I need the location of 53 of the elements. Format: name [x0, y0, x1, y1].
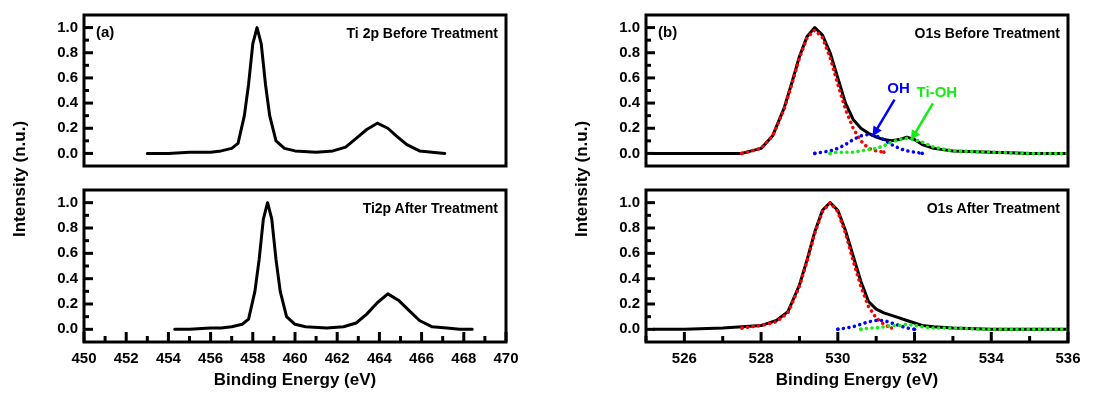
y-tick-label: 0.0 [619, 319, 640, 337]
y-tick-label: 0.6 [57, 243, 78, 261]
x-tick-label: 526 [671, 349, 697, 367]
y-tick-label: 0.0 [619, 143, 640, 161]
y-axis-title: Intensity (n.u.) [572, 120, 592, 237]
x-tick-label: 530 [825, 349, 851, 367]
y-tick-label: 0.8 [57, 42, 78, 60]
y-tick-label: 0.6 [619, 243, 640, 261]
x-axis-title: Binding Energy (eV) [213, 370, 377, 390]
y-tick-label: 1.0 [619, 17, 640, 35]
x-tick-label: 462 [324, 349, 350, 367]
y-tick-label: 0.6 [619, 68, 640, 86]
y-tick-label: 1.0 [619, 192, 640, 210]
x-tick-label: 456 [198, 349, 224, 367]
y-tick-label: 0.4 [57, 93, 79, 111]
x-tick-label: 534 [978, 349, 1005, 367]
y-tick-label: 0.0 [57, 143, 78, 161]
text: Ti2p After Treatment [362, 199, 499, 216]
text: Ti 2p Before Treatment [346, 24, 499, 41]
annotation: (b) [658, 22, 678, 40]
y-axis-title: Intensity (n.u.) [10, 120, 30, 237]
text: Ti-OH [916, 82, 958, 100]
y-tick-label: 1.0 [57, 192, 78, 210]
x-tick-label: 532 [902, 349, 928, 367]
x-axis-title: Binding Energy (eV) [775, 370, 939, 390]
y-tick-label: 0.2 [619, 118, 640, 136]
y-tick-label: 0.4 [619, 268, 641, 286]
x-tick-label: 470 [493, 349, 519, 367]
x-tick-label: 458 [240, 349, 266, 367]
y-tick-label: 0.0 [57, 319, 78, 337]
annotation: (a) [96, 22, 115, 40]
y-tick-label: 0.8 [619, 42, 640, 60]
x-tick-label: 460 [282, 349, 308, 367]
text: O1s Before Treatment [914, 24, 1061, 41]
y-tick-label: 0.4 [57, 268, 79, 286]
x-tick-label: 452 [113, 349, 139, 367]
y-tick-label: 0.2 [57, 118, 78, 136]
x-tick-label: 464 [366, 349, 393, 367]
x-tick-label: 454 [155, 349, 182, 367]
x-tick-label: 468 [451, 349, 477, 367]
y-tick-label: 0.4 [619, 93, 641, 111]
x-tick-label: 450 [71, 349, 97, 367]
x-tick-label: 536 [1055, 349, 1081, 367]
x-tick-label: 528 [748, 349, 774, 367]
y-tick-label: 0.8 [619, 218, 640, 236]
x-tick-label: 466 [409, 349, 435, 367]
y-tick-label: 0.2 [57, 294, 78, 312]
y-tick-label: 1.0 [57, 17, 78, 35]
y-tick-label: 0.2 [619, 294, 640, 312]
text: OH [887, 79, 910, 97]
y-tick-label: 0.8 [57, 218, 78, 236]
text: O1s After Treatment [926, 199, 1061, 216]
y-tick-label: 0.6 [57, 68, 78, 86]
